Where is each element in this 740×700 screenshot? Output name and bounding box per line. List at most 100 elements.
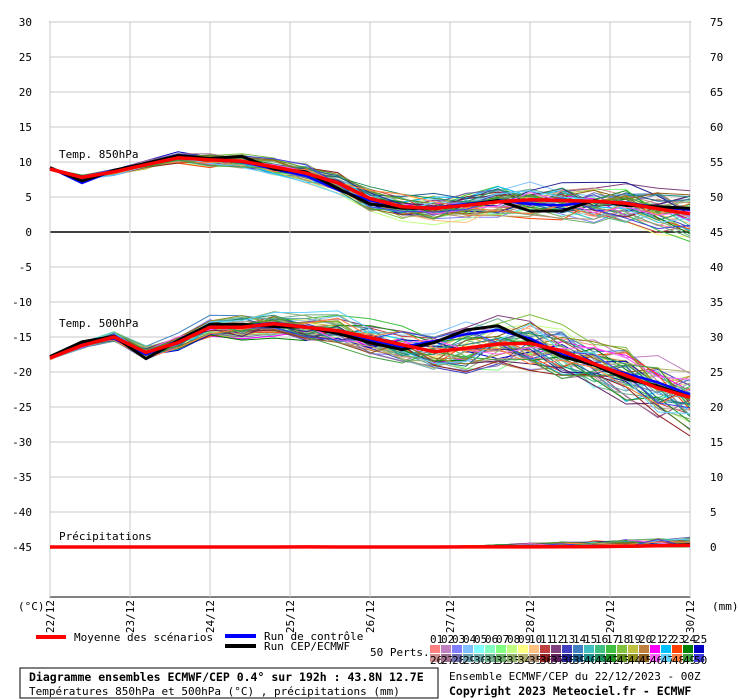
run-info: Ensemble ECMWF/CEP du 22/12/2023 - 00Z — [449, 670, 701, 683]
member-id: 24 — [683, 633, 697, 646]
y-tick-label-right: 55 — [710, 156, 723, 169]
member-id: 32 — [496, 654, 509, 667]
member-swatch — [573, 645, 583, 653]
member-id: 06 — [485, 633, 498, 646]
y-tick-label-left: 15 — [19, 121, 32, 134]
y-tick-label-left: -15 — [12, 331, 32, 344]
member-swatch — [628, 654, 638, 662]
member-id: 46 — [650, 654, 663, 667]
y-tick-label-left: 0 — [25, 226, 32, 239]
member-id: 17 — [606, 633, 619, 646]
member-swatch — [628, 645, 638, 653]
member-id: 43 — [617, 654, 630, 667]
y-tick-label-left: -35 — [12, 471, 32, 484]
member-id: 38 — [562, 654, 575, 667]
member-id: 20 — [639, 633, 652, 646]
member-swatch — [485, 654, 495, 662]
member-swatch — [430, 654, 440, 662]
member-swatch — [672, 654, 682, 662]
members-label: 50 Perts. — [370, 646, 430, 659]
y-tick-label-left: -45 — [12, 541, 32, 554]
member-id: 21 — [650, 633, 663, 646]
member-id: 42 — [606, 654, 619, 667]
member-id: 04 — [463, 633, 477, 646]
member-swatch — [529, 645, 539, 653]
member-swatch — [540, 654, 550, 662]
member-id: 25 — [694, 633, 707, 646]
member-swatch — [518, 654, 528, 662]
title-box — [19, 667, 439, 699]
member-swatch — [430, 645, 440, 653]
member-swatch — [617, 645, 627, 653]
member-id: 16 — [595, 633, 608, 646]
series-mean-precip — [50, 543, 691, 549]
chart-subtitle: Températures 850hPa et 500hPa (°C) , pré… — [29, 685, 400, 698]
y-tick-label-right: 30 — [710, 331, 723, 344]
chart-title: Diagramme ensembles ECMWF/CEP 0.4° sur 1… — [29, 670, 424, 684]
member-swatch — [694, 645, 704, 653]
member-swatch — [639, 645, 649, 653]
member-line-t500 — [49, 323, 691, 405]
y-tick-label-right: 15 — [710, 436, 723, 449]
member-id: 49 — [683, 654, 696, 667]
member-swatch — [672, 645, 682, 653]
y-tick-label-right: 5 — [710, 506, 717, 519]
copyright: Copyright 2023 Meteociel.fr - ECMWF — [449, 684, 691, 698]
member-swatch — [463, 645, 473, 653]
member-id: 40 — [584, 654, 597, 667]
member-id: 48 — [672, 654, 685, 667]
y-tick-label-right: 40 — [710, 261, 723, 274]
member-id: 28 — [452, 654, 465, 667]
x-tick-label: 28/12 — [524, 600, 537, 633]
member-swatch — [540, 645, 550, 653]
y-tick-label-left: -25 — [12, 401, 32, 414]
legend-label-mean: Moyenne des scénarios — [74, 631, 213, 644]
member-swatch — [606, 654, 616, 662]
y-tick-label-right: 70 — [710, 51, 723, 64]
member-id: 02 — [441, 633, 454, 646]
member-id: 12 — [551, 633, 564, 646]
left-axis-ticks: 30 25 20 15 10 5 0 -5 -10 -15 -20 -25 -30 -35 -40 -45 — [12, 16, 32, 554]
y-tick-label-right: 35 — [710, 296, 723, 309]
member-swatch — [463, 654, 473, 662]
member-id: 37 — [551, 654, 564, 667]
member-id: 47 — [661, 654, 674, 667]
member-swatch — [507, 645, 517, 653]
main-series-lines — [49, 154, 691, 549]
member-id: 22 — [661, 633, 674, 646]
panel-label-precip: Précipitations — [59, 530, 152, 543]
legend-label-cep: Run CEP/ECMWF — [264, 640, 350, 653]
member-id: 34 — [518, 654, 532, 667]
member-swatch — [650, 654, 660, 662]
y-tick-label-left: -30 — [12, 436, 32, 449]
member-id: 39 — [573, 654, 586, 667]
member-line-t500 — [49, 322, 691, 409]
member-swatch — [507, 654, 517, 662]
x-tick-label: 22/12 — [44, 600, 57, 633]
member-swatch — [518, 645, 528, 653]
member-swatch — [595, 654, 605, 662]
member-id: 07 — [496, 633, 509, 646]
member-swatch — [661, 645, 671, 653]
x-tick-label: 24/12 — [204, 600, 217, 633]
y-tick-label-left: 5 — [25, 191, 32, 204]
member-id: 15 — [584, 633, 597, 646]
panel-label-t850: Temp. 850hPa — [59, 148, 138, 161]
member-swatch — [562, 645, 572, 653]
member-id: 31 — [485, 654, 498, 667]
member-id: 50 — [694, 654, 707, 667]
member-swatch — [452, 645, 462, 653]
x-tick-label: 30/12 — [684, 600, 697, 633]
member-swatch — [496, 654, 506, 662]
y-tick-label-right: 65 — [710, 86, 723, 99]
member-id: 08 — [507, 633, 520, 646]
member-id: 26 — [430, 654, 443, 667]
y-tick-label-left: -20 — [12, 366, 32, 379]
y-tick-label-right: 10 — [710, 471, 723, 484]
member-id: 19 — [628, 633, 641, 646]
member-id: 10 — [529, 633, 542, 646]
member-id: 13 — [562, 633, 575, 646]
y-tick-label-right: 60 — [710, 121, 723, 134]
series-mean-t500 — [49, 321, 691, 399]
member-id: 03 — [452, 633, 465, 646]
